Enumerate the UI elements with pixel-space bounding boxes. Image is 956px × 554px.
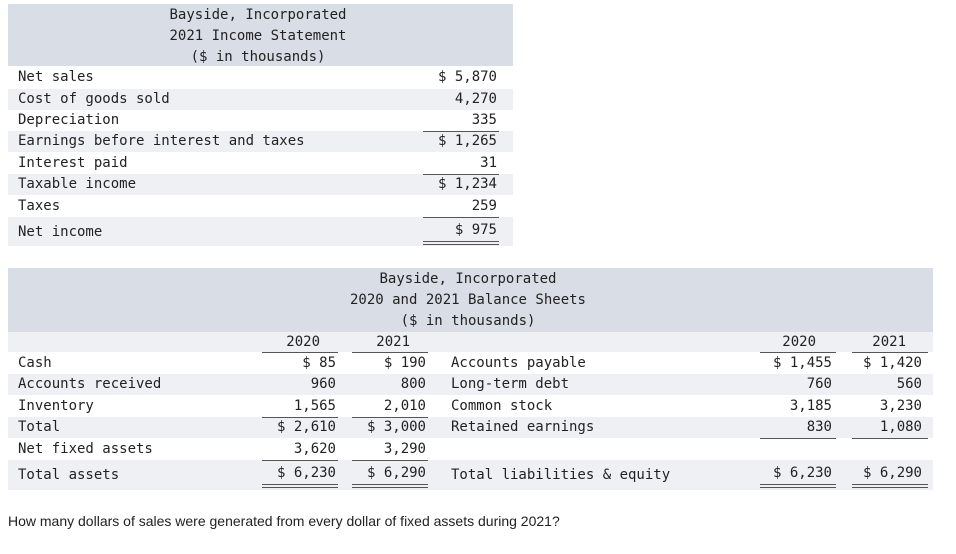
income-statement-company: Bayside, Incorporated bbox=[169, 7, 347, 23]
assets-year-2020: 2020 bbox=[286, 334, 320, 350]
is-value-ebit: $ 1,265 bbox=[437, 133, 497, 149]
is-label-taxable-income: Taxable income bbox=[18, 176, 137, 192]
double-underline-top bbox=[262, 484, 338, 485]
balance-sheet-header bbox=[8, 268, 933, 332]
double-underline-bottom bbox=[352, 487, 428, 488]
bs-inventory-2021: 2,010 bbox=[383, 398, 426, 414]
balance-sheet-company: Bayside, Incorporated bbox=[379, 271, 557, 287]
is-label-depreciation: Depreciation bbox=[18, 112, 120, 128]
bs-label-common-stock: Common stock bbox=[451, 398, 553, 414]
bs-nfa-2020: 3,620 bbox=[293, 441, 336, 457]
is-label-cogs: Cost of goods sold bbox=[18, 91, 170, 107]
assets-year-2021: 2021 bbox=[376, 334, 410, 350]
income-statement-header bbox=[8, 4, 513, 66]
bs-label-accounts-payable: Accounts payable bbox=[451, 355, 586, 371]
bs-ltd-2020: 760 bbox=[806, 376, 832, 392]
is-value-interest: 31 bbox=[480, 155, 497, 171]
double-underline-bottom bbox=[262, 487, 338, 488]
bs-label-accounts-received: Accounts received bbox=[18, 376, 162, 392]
double-underline-top bbox=[852, 484, 928, 485]
row-stripe bbox=[8, 460, 933, 490]
underline bbox=[352, 352, 428, 353]
balance-sheet-units: ($ in thousands) bbox=[400, 313, 536, 329]
row-stripe bbox=[8, 89, 513, 110]
double-underline-bottom bbox=[760, 487, 836, 488]
underline bbox=[262, 417, 338, 418]
is-value-net-income: $ 975 bbox=[454, 222, 497, 238]
underline bbox=[423, 174, 499, 175]
double-underline-bottom bbox=[423, 244, 499, 245]
bs-cs-2021: 3,230 bbox=[879, 398, 922, 414]
underline bbox=[760, 438, 836, 439]
underline bbox=[262, 352, 338, 353]
balance-sheet-title: 2020 and 2021 Balance Sheets bbox=[349, 292, 586, 308]
row-stripe bbox=[8, 131, 513, 152]
bs-ap-2020: $ 1,455 bbox=[772, 355, 832, 371]
is-label-interest: Interest paid bbox=[18, 155, 128, 171]
is-label-net-income: Net income bbox=[18, 224, 103, 240]
underline bbox=[352, 460, 428, 461]
bs-label-retained-earnings: Retained earnings bbox=[451, 419, 595, 435]
is-value-cogs: 4,270 bbox=[454, 91, 497, 107]
bs-label-total-assets: Total assets bbox=[18, 467, 120, 483]
bs-tle-2021: $ 6,290 bbox=[862, 465, 922, 481]
double-underline-bottom bbox=[852, 487, 928, 488]
is-value-net-sales: $ 5,870 bbox=[437, 69, 497, 85]
is-label-net-sales: Net sales bbox=[18, 69, 94, 85]
bs-label-net-fixed-assets: Net fixed assets bbox=[18, 441, 153, 457]
bs-total-2020: $ 2,610 bbox=[276, 419, 336, 435]
bs-cs-2020: 3,185 bbox=[789, 398, 832, 414]
is-value-taxable-income: $ 1,234 bbox=[437, 176, 497, 192]
bs-label-total-liabilities-equity: Total liabilities & equity bbox=[451, 467, 671, 483]
bs-label-cash: Cash bbox=[18, 355, 52, 371]
underline bbox=[760, 352, 836, 353]
bs-cash-2021: $ 190 bbox=[383, 355, 426, 371]
underline bbox=[852, 438, 928, 439]
is-value-depreciation: 335 bbox=[471, 112, 497, 128]
income-statement-units: ($ in thousands) bbox=[190, 49, 326, 65]
double-underline-top bbox=[760, 484, 836, 485]
bs-label-long-term-debt: Long-term debt bbox=[451, 376, 570, 392]
bs-ap-2021: $ 1,420 bbox=[862, 355, 922, 371]
bs-ltd-2021: 560 bbox=[896, 376, 922, 392]
is-label-ebit: Earnings before interest and taxes bbox=[18, 133, 305, 149]
liab-year-2021: 2021 bbox=[872, 334, 906, 350]
underline bbox=[262, 460, 338, 461]
bs-re-2020: 830 bbox=[806, 419, 832, 435]
bs-tle-2020: $ 6,230 bbox=[772, 465, 832, 481]
underline bbox=[852, 352, 928, 353]
double-underline-top bbox=[352, 484, 428, 485]
liab-year-2020: 2020 bbox=[782, 334, 816, 350]
row-stripe bbox=[8, 174, 513, 195]
question-text: How many dollars of sales were generated… bbox=[8, 513, 560, 529]
bs-total-2021: $ 3,000 bbox=[366, 419, 426, 435]
underline bbox=[352, 417, 428, 418]
bs-cash-2020: $ 85 bbox=[302, 355, 336, 371]
bs-total-assets-2020: $ 6,230 bbox=[276, 465, 336, 481]
bs-label-inventory: Inventory bbox=[18, 398, 94, 414]
bs-ar-2021: 800 bbox=[400, 376, 426, 392]
year-header-row bbox=[8, 332, 933, 352]
bs-ar-2020: 960 bbox=[310, 376, 336, 392]
bs-label-total: Total bbox=[18, 419, 61, 435]
underline bbox=[423, 217, 499, 218]
double-underline-top bbox=[423, 241, 499, 242]
bs-re-2021: 1,080 bbox=[879, 419, 922, 435]
underline bbox=[423, 131, 499, 132]
bs-nfa-2021: 3,290 bbox=[383, 441, 426, 457]
row-stripe bbox=[8, 374, 933, 395]
income-statement-title: 2021 Income Statement bbox=[169, 28, 347, 44]
bs-total-assets-2021: $ 6,290 bbox=[366, 465, 426, 481]
bs-inventory-2020: 1,565 bbox=[293, 398, 336, 414]
row-stripe bbox=[8, 417, 933, 438]
is-value-taxes: 259 bbox=[471, 198, 497, 214]
is-label-taxes: Taxes bbox=[18, 198, 61, 214]
